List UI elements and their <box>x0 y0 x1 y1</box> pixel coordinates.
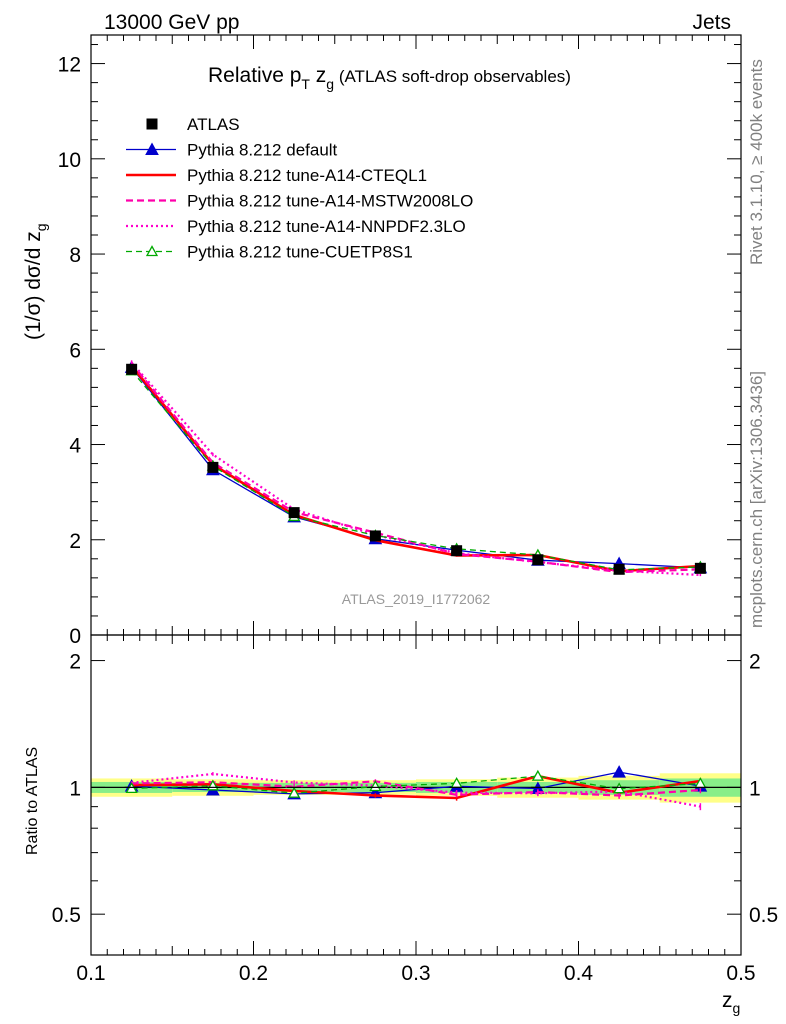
header-right: Jets <box>692 11 731 34</box>
y-tick-label-main: 0 <box>69 625 81 648</box>
y-tick-label-main: 10 <box>58 149 81 172</box>
ratio-line-1 <box>131 774 701 800</box>
x-tick-label: 0.2 <box>239 962 268 985</box>
ratio-marker-4 <box>613 782 626 794</box>
legend-label-4: Pythia 8.212 tune-A14-NNPDF2.3LO <box>187 217 466 236</box>
y-tick-label-main: 8 <box>69 244 81 267</box>
ratio-y-tick-labels: 0.5 0.5 1 1 2 2 <box>52 651 778 928</box>
ratio-line-4 <box>131 775 701 794</box>
series-line-2 <box>130 362 701 574</box>
main-data-points <box>126 363 706 575</box>
ratio-line-3 <box>131 772 701 808</box>
data-point <box>369 530 381 542</box>
x-axis-label: zg <box>722 989 740 1016</box>
y-axis-label-ratio: Ratio to ATLAS <box>24 747 41 855</box>
legend-label-5: Pythia 8.212 tune-CUETP8S1 <box>187 243 413 262</box>
legend-marker-5 <box>145 245 159 257</box>
legend-label-3: Pythia 8.212 tune-A14-MSTW2008LO <box>187 192 473 211</box>
ratio-marker-0 <box>612 765 626 778</box>
y-tick-label-ratio-right: 1 <box>749 777 761 800</box>
data-point <box>613 563 625 575</box>
x-tick-label: 0.4 <box>564 962 594 985</box>
y-tick-label-main: 12 <box>58 54 81 77</box>
data-point <box>451 545 463 557</box>
x-tick-labels: 0.1 0.2 0.3 0.4 0.5 <box>76 962 755 985</box>
ratio-marker-4 <box>369 780 382 792</box>
ratio-marker-4 <box>531 769 544 781</box>
legend-label-0: ATLAS <box>187 115 240 134</box>
series-line-0 <box>131 366 701 569</box>
series-line-4 <box>131 370 701 571</box>
y-tick-label-ratio-right: 0.5 <box>749 904 778 927</box>
legend-label-2: Pythia 8.212 tune-A14-CTEQL1 <box>187 166 427 185</box>
data-point <box>288 507 300 519</box>
legend-marker-1 <box>145 142 159 155</box>
plot-title: Relative pT zg (ATLAS soft-drop observab… <box>208 64 571 92</box>
y-tick-label-main: 2 <box>69 530 81 553</box>
y-tick-label-main: 6 <box>69 339 81 362</box>
main-y-tick-labels: 0 2 4 6 8 10 12 <box>58 54 82 648</box>
ratio-ticks <box>90 635 742 956</box>
series-line-1 <box>130 365 701 573</box>
legend-label-1: Pythia 8.212 default <box>187 141 338 160</box>
x-tick-label: 0.5 <box>726 962 755 985</box>
x-tick-label: 0.1 <box>76 962 105 985</box>
rivet-label: Rivet 3.1.10, ≥ 400k events <box>747 59 766 265</box>
legend: ATLAS Pythia 8.212 default Pythia 8.212 tu… <box>126 115 473 262</box>
y-tick-label-ratio: 0.5 <box>52 904 81 927</box>
data-point <box>694 562 706 574</box>
x-tick-label: 0.3 <box>401 962 430 985</box>
ratio-curves <box>124 765 708 811</box>
ratio-line-2 <box>131 780 701 797</box>
data-point <box>126 363 138 375</box>
y-tick-label-main: 4 <box>69 435 81 458</box>
ratio-panel: 0.5 0.5 1 1 2 2 Ratio to ATLAS <box>24 634 778 956</box>
y-tick-label-ratio-right: 2 <box>749 651 761 674</box>
header-left: 13000 GeV pp <box>104 11 239 34</box>
ratio-marker-4 <box>288 786 301 798</box>
legend-marker-0 <box>146 118 158 130</box>
y-tick-label-ratio: 2 <box>69 651 81 674</box>
y-tick-label-ratio: 1 <box>69 777 81 800</box>
analysis-watermark: ATLAS_2019_I1772062 <box>342 591 491 607</box>
main-panel: 0 2 4 6 8 10 12 Relative pT zg (ATLAS soft-dro… <box>22 34 742 648</box>
data-point <box>207 461 219 473</box>
data-point <box>532 554 544 566</box>
mcplots-label: mcplots.cern.ch [arXiv:1306.3436] <box>747 371 766 628</box>
y-axis-label-main: (1/σ) dσ/d zg <box>22 223 49 340</box>
